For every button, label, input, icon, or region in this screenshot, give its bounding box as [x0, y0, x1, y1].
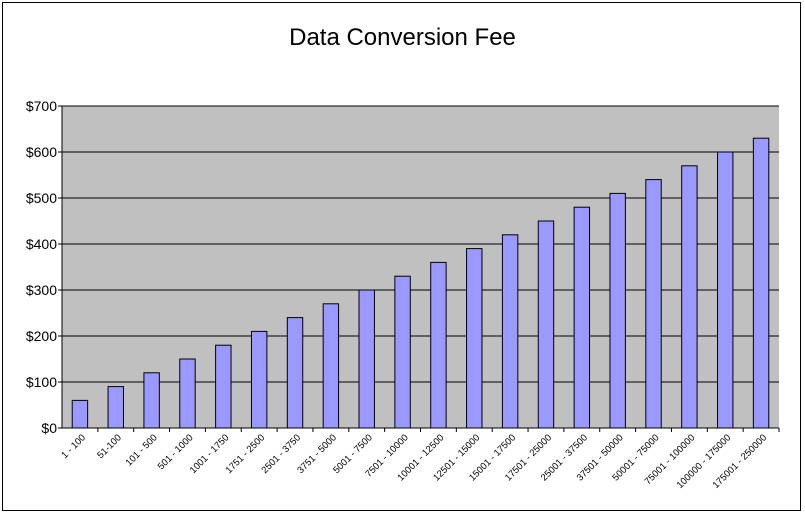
y-tick-labels: $0 $100 $200 $300 $400 $500 $600 $700 — [26, 98, 57, 436]
bar — [143, 372, 160, 429]
bar — [501, 234, 519, 429]
y-tick-label: $500 — [26, 190, 57, 206]
bar — [466, 248, 483, 429]
y-tick-label: $0 — [41, 420, 57, 436]
x-tick-label: 51-100 — [95, 432, 124, 461]
bar — [394, 275, 411, 429]
bar — [322, 303, 340, 429]
y-tick-label: $300 — [26, 282, 57, 298]
bar — [717, 151, 734, 429]
bar — [107, 386, 124, 429]
bar — [645, 179, 662, 429]
y-tick-label: $700 — [26, 98, 57, 114]
bar — [71, 399, 89, 429]
y-tick-label: $400 — [26, 236, 57, 252]
bar — [250, 330, 268, 429]
bar — [609, 192, 626, 429]
x-tick-label: 101 - 500 — [124, 432, 160, 468]
bar — [752, 137, 770, 429]
x-tick-label: 1 - 100 — [59, 432, 88, 461]
bar — [573, 206, 591, 429]
bar — [537, 220, 555, 429]
bar — [179, 358, 196, 429]
y-tick-label: $600 — [26, 144, 57, 160]
y-tick-label: $100 — [26, 374, 57, 390]
y-tick-label: $200 — [26, 328, 57, 344]
bars — [71, 137, 770, 429]
bar — [358, 289, 375, 429]
bar — [215, 344, 232, 429]
bar — [430, 261, 447, 429]
axes — [58, 105, 780, 432]
chart-title: Data Conversion Fee — [289, 24, 516, 51]
bar — [286, 317, 304, 429]
plot-area — [62, 106, 779, 428]
bar — [681, 165, 698, 429]
